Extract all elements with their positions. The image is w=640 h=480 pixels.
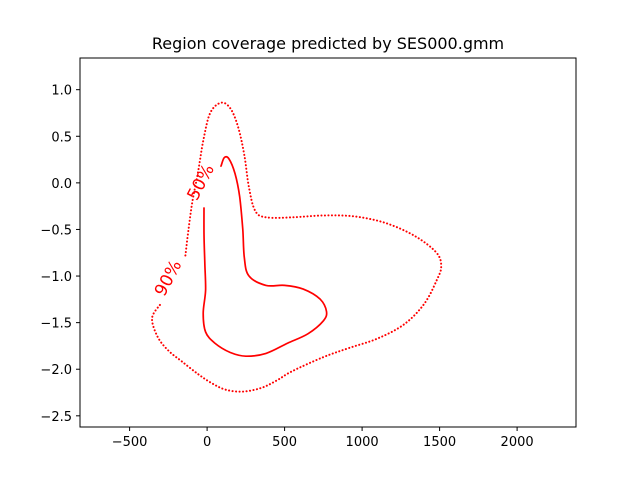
y-axis: 1.0 0.5 0.0 −0.5 −1.0 −1.5 −2.0 −2.5 — [40, 84, 80, 425]
contour-lines — [151, 101, 443, 393]
y-tick-label: −1.5 — [40, 317, 72, 332]
y-tick-label: 0.5 — [51, 130, 72, 145]
contour-50pct — [202, 155, 328, 358]
x-tick-label: 2000 — [501, 435, 534, 450]
x-tick-label: −500 — [112, 435, 148, 450]
y-tick-label: −0.5 — [40, 223, 72, 238]
x-tick-label: 500 — [272, 435, 297, 450]
y-tick-label: −1.0 — [40, 270, 72, 285]
chart-title: Region coverage predicted by SES000.gmm — [152, 34, 504, 53]
x-tick-label: 1000 — [346, 435, 379, 450]
y-tick-label: −2.5 — [40, 410, 72, 425]
contour-90pct — [151, 101, 443, 393]
x-tick-label: 0 — [203, 435, 211, 450]
y-tick-label: −2.0 — [40, 363, 72, 378]
y-tick-label: 0.0 — [51, 177, 72, 192]
x-tick-label: 1500 — [423, 435, 456, 450]
axes-frame — [79, 57, 577, 428]
y-tick-label: 1.0 — [51, 84, 72, 99]
x-axis: −500 0 500 1000 1500 2000 — [112, 427, 534, 450]
